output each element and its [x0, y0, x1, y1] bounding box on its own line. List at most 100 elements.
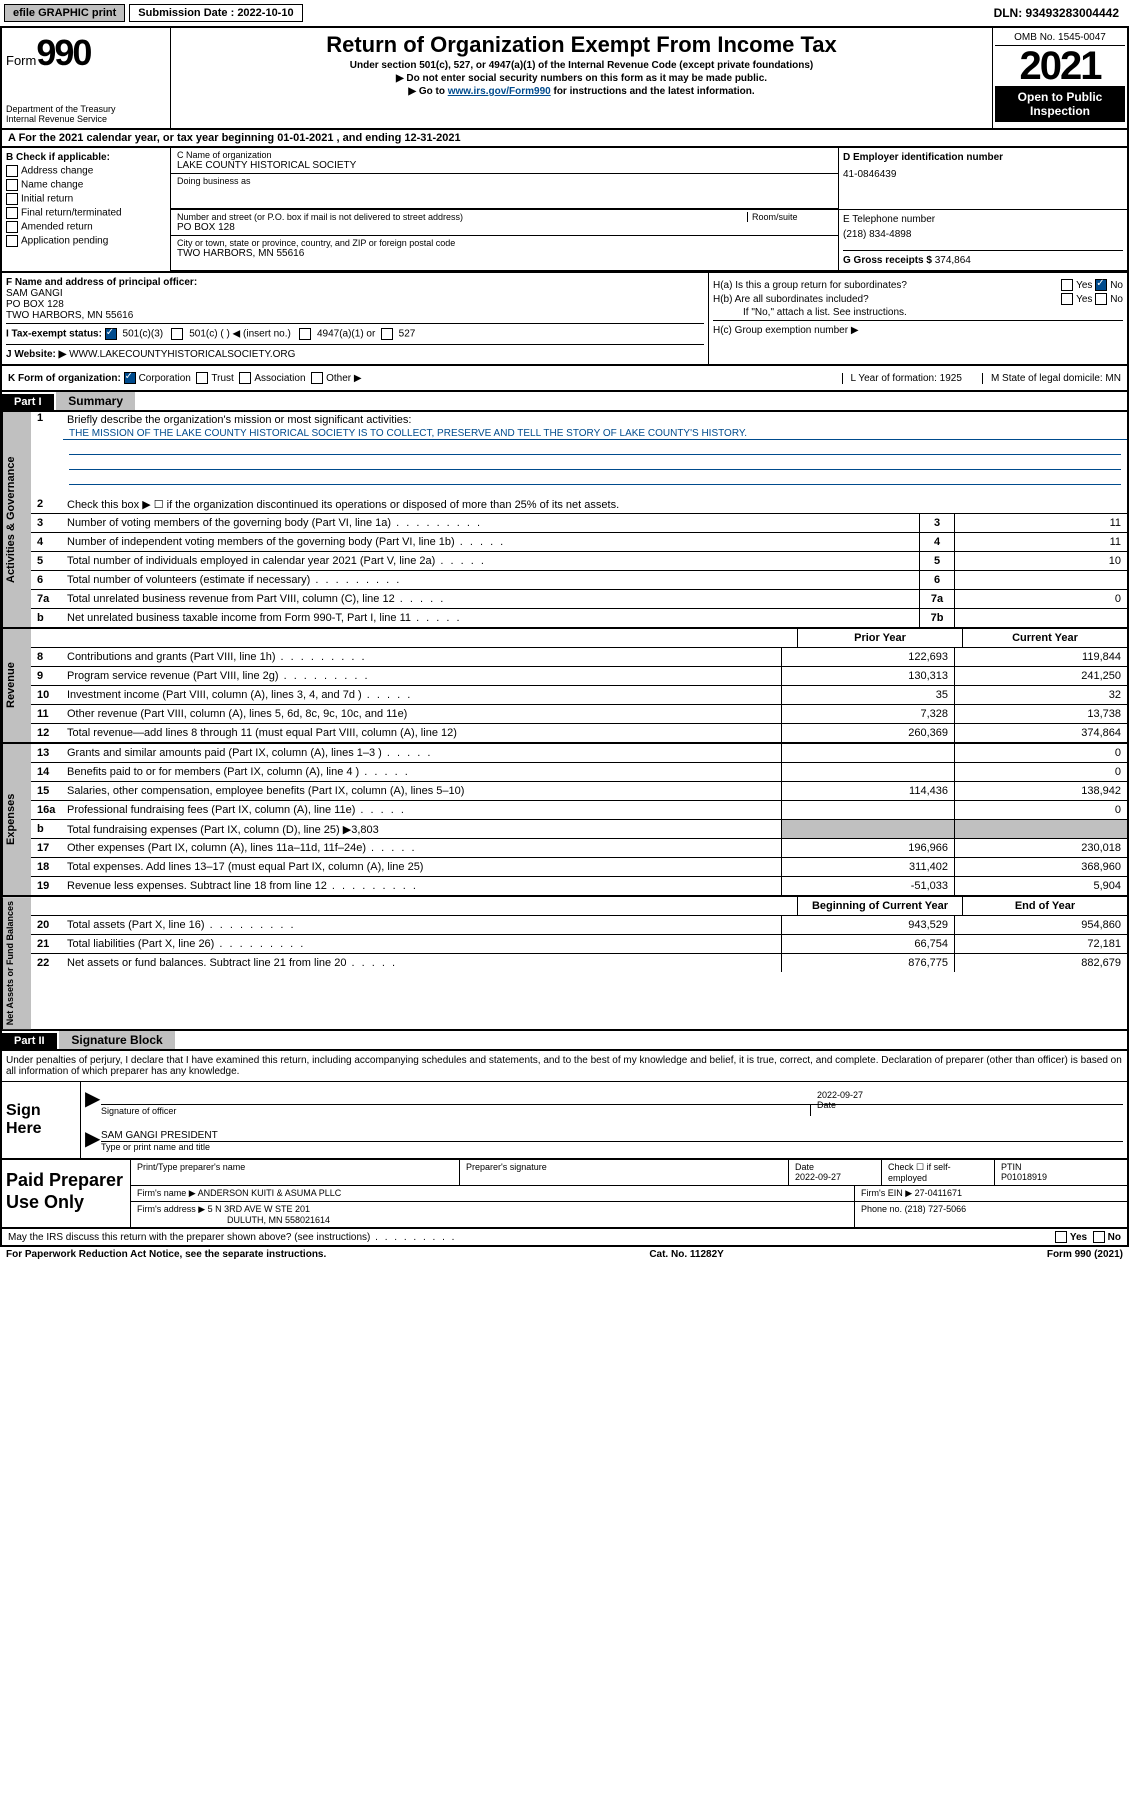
ln-7a: 7a [31, 593, 63, 605]
sig-date-label: Date [817, 1100, 836, 1110]
header-center: Return of Organization Exempt From Incom… [171, 28, 992, 128]
ln-20: 20 [31, 919, 63, 931]
chk-501c3[interactable] [105, 328, 117, 340]
k-corp[interactable] [124, 372, 136, 384]
p11: 7,328 [781, 705, 954, 723]
cat-no: Cat. No. 11282Y [649, 1249, 723, 1260]
sub3-post: for instructions and the latest informat… [551, 86, 755, 97]
discuss-text: May the IRS discuss this return with the… [8, 1232, 1055, 1243]
l21: Total liabilities (Part X, line 26) [63, 937, 781, 951]
k-trust[interactable] [196, 372, 208, 384]
l4: Number of independent voting members of … [63, 535, 919, 549]
chk-527[interactable] [381, 328, 393, 340]
c16b [954, 820, 1127, 838]
p14 [781, 763, 954, 781]
g-gross-value: 374,864 [935, 255, 971, 266]
sig-name-label: Type or print name and title [101, 1141, 1123, 1152]
sig-declaration: Under penalties of perjury, I declare th… [2, 1051, 1127, 1081]
p17: 196,966 [781, 839, 954, 857]
hb-yes[interactable] [1061, 293, 1073, 305]
c-addr-label: Number and street (or P.O. box if mail i… [177, 212, 747, 222]
row-k: K Form of organization: Corporation Trus… [0, 366, 1129, 392]
d-ein-label: D Employer identification number [843, 152, 1123, 163]
opt-527: 527 [399, 329, 416, 340]
ln-13: 13 [31, 747, 63, 759]
irs-link[interactable]: www.irs.gov/Form990 [448, 86, 551, 97]
k-assoc[interactable] [239, 372, 251, 384]
c-room-label: Room/suite [747, 212, 832, 222]
chk-4947[interactable] [299, 328, 311, 340]
e-phone-value: (218) 834-4898 [843, 229, 1123, 240]
prep-phone-lbl: Phone no. [861, 1204, 902, 1214]
ln-1: 1 [31, 412, 63, 424]
l6: Total number of volunteers (estimate if … [63, 573, 919, 587]
paperwork-notice: For Paperwork Reduction Act Notice, see … [6, 1249, 326, 1260]
prep-addr-lbl: Firm's address ▶ [137, 1204, 205, 1214]
prep-addr1: 5 N 3RD AVE W STE 201 [208, 1204, 310, 1214]
c13: 0 [954, 744, 1127, 762]
ln-6: 6 [31, 574, 63, 586]
c18: 368,960 [954, 858, 1127, 876]
form-number: 990 [36, 32, 90, 73]
paid-preparer-block: Paid Preparer Use Only Print/Type prepar… [0, 1160, 1129, 1229]
f-addr2: TWO HARBORS, MN 55616 [6, 310, 133, 321]
c22: 882,679 [954, 954, 1127, 972]
l11: Other revenue (Part VIII, column (A), li… [63, 707, 781, 721]
department: Department of the Treasury Internal Reve… [6, 104, 166, 124]
p16a [781, 801, 954, 819]
part2-title: Signature Block [59, 1031, 174, 1049]
chk-501c[interactable] [171, 328, 183, 340]
hdr-end: End of Year [962, 897, 1127, 915]
expenses-section: Expenses 13Grants and similar amounts pa… [0, 744, 1129, 897]
chk-amended[interactable]: Amended return [6, 221, 166, 233]
box-7b: 7b [919, 609, 954, 627]
c11: 13,738 [954, 705, 1127, 723]
chk-address-change[interactable]: Address change [6, 165, 166, 177]
ha-no[interactable] [1095, 279, 1107, 291]
p12: 260,369 [781, 724, 954, 742]
dln: DLN: 93493283004442 [994, 6, 1125, 20]
c21: 72,181 [954, 935, 1127, 953]
net-assets-section: Net Assets or Fund Balances Beginning of… [0, 897, 1129, 1031]
l5: Total number of individuals employed in … [63, 554, 919, 568]
ln-16a: 16a [31, 804, 63, 816]
chk-application-pending[interactable]: Application pending [6, 235, 166, 247]
mission-blank-3 [69, 470, 1121, 485]
ln-2: 2 [31, 498, 63, 510]
discuss-yes[interactable] [1055, 1231, 1067, 1243]
prep-h3: Date [795, 1162, 814, 1172]
k-other[interactable] [311, 372, 323, 384]
form-title: Return of Organization Exempt From Incom… [175, 32, 988, 58]
hdr-current: Current Year [962, 629, 1127, 647]
ha-no-lbl: No [1110, 280, 1123, 291]
sig-name: SAM GANGI PRESIDENT [101, 1130, 1123, 1141]
part2-head: Part II [2, 1033, 57, 1049]
l8: Contributions and grants (Part VIII, lin… [63, 650, 781, 664]
prep-ein-lbl: Firm's EIN ▶ [861, 1188, 912, 1198]
chk-name-change[interactable]: Name change [6, 179, 166, 191]
k-corp-lbl: Corporation [139, 373, 191, 384]
ha-yes-lbl: Yes [1076, 280, 1092, 291]
chk-final-return[interactable]: Final return/terminated [6, 207, 166, 219]
form-no: Form 990 (2021) [1047, 1249, 1123, 1260]
p10: 35 [781, 686, 954, 704]
opt-501c3: 501(c)(3) [123, 329, 164, 340]
ln-16b: b [31, 823, 63, 835]
discuss-no[interactable] [1093, 1231, 1105, 1243]
box-6: 6 [919, 571, 954, 589]
efile-print-button[interactable]: efile GRAPHIC print [4, 4, 125, 22]
chk-initial-return[interactable]: Initial return [6, 193, 166, 205]
hc-label: H(c) Group exemption number ▶ [713, 325, 859, 336]
c10: 32 [954, 686, 1127, 704]
ha-yes[interactable] [1061, 279, 1073, 291]
p13 [781, 744, 954, 762]
ln-3: 3 [31, 517, 63, 529]
p16b [781, 820, 954, 838]
v7a: 0 [954, 590, 1127, 608]
l2: Check this box ▶ ☐ if the organization d… [63, 497, 1127, 512]
hb-no[interactable] [1095, 293, 1107, 305]
k-other-lbl: Other ▶ [326, 373, 361, 384]
header-sub2: ▶ Do not enter social security numbers o… [175, 73, 988, 84]
l16b: Total fundraising expenses (Part IX, col… [63, 822, 781, 837]
l22: Net assets or fund balances. Subtract li… [63, 956, 781, 970]
